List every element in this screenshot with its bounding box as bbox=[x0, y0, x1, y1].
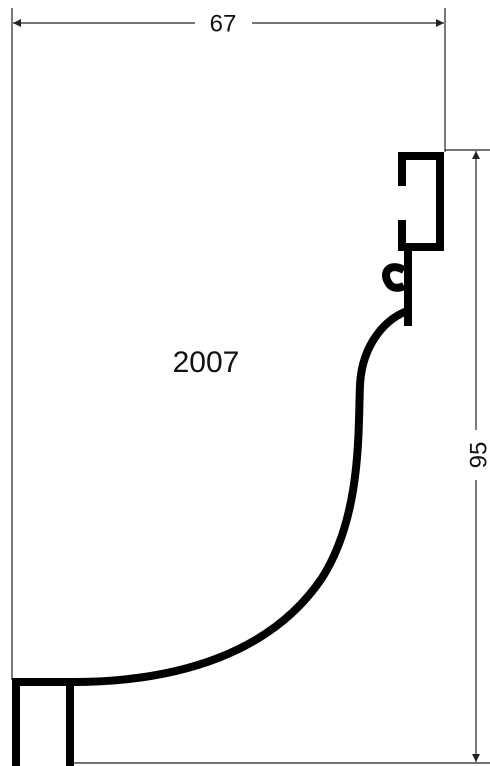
top-hook bbox=[398, 152, 444, 251]
clip bbox=[382, 263, 406, 292]
bottom-left bbox=[12, 678, 72, 766]
profile bbox=[12, 152, 444, 766]
profile-label: 2007 bbox=[173, 346, 240, 379]
width-label: 67 bbox=[210, 10, 237, 37]
height-label: 95 bbox=[465, 442, 490, 469]
curve bbox=[71, 306, 412, 686]
